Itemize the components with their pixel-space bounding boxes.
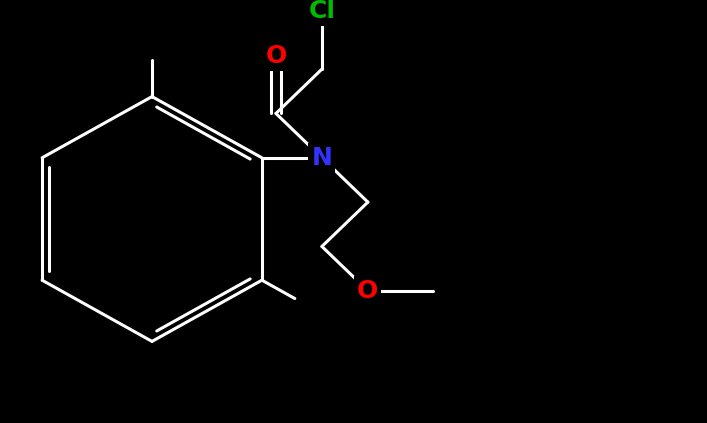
Text: O: O — [265, 44, 286, 68]
Text: Cl: Cl — [308, 0, 335, 23]
Text: N: N — [312, 146, 332, 170]
Text: O: O — [357, 279, 378, 303]
